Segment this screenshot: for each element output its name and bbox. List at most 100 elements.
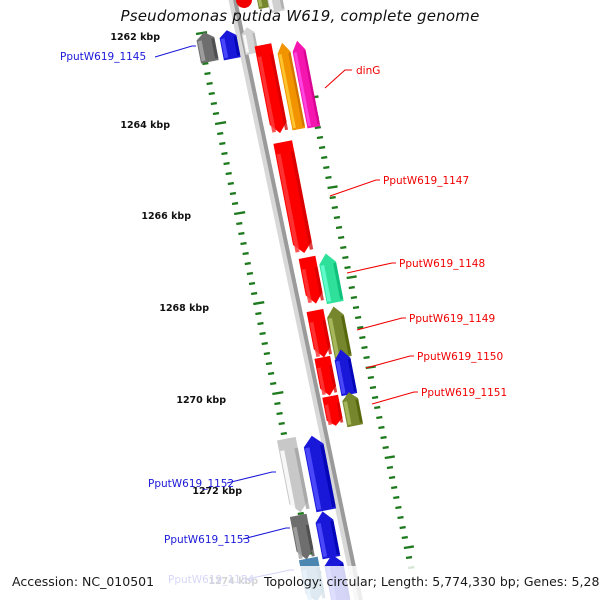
axis-minor-tick	[395, 505, 402, 510]
axis-minor-tick	[333, 215, 341, 220]
axis-minor-tick	[240, 241, 247, 246]
axis-minor-tick	[348, 285, 355, 290]
gene-1148-green-body	[319, 253, 344, 305]
gene-1149-olive-body	[327, 306, 352, 360]
axis-minor-tick	[357, 325, 364, 330]
gene-dinG-magenta[interactable]	[291, 40, 321, 129]
axis-minor-tick	[248, 281, 256, 286]
gene-1150-blue-highlight	[335, 360, 346, 394]
gene-top-lightgray[interactable]	[266, 0, 285, 14]
gene-1150-blue-shadow	[347, 358, 357, 392]
gene-dinG-magenta-shadow	[303, 50, 320, 125]
gene-label-dinG[interactable]: dinG	[356, 65, 380, 77]
axis-minor-tick	[255, 311, 262, 316]
axis-minor-tick	[393, 495, 400, 500]
leader-line-PputW619_1151	[371, 391, 418, 405]
axis-minor-tick	[363, 355, 370, 360]
gene-1145b-blue[interactable]	[218, 29, 241, 61]
axis-minor-tick	[359, 335, 366, 340]
gene-1152-blue-body	[303, 435, 337, 513]
axis-minor-tick	[316, 135, 324, 140]
axis-minor-tick	[399, 525, 406, 530]
gene-1148-red[interactable]	[298, 255, 325, 305]
gene-1148-red-shadow	[314, 266, 324, 301]
gene-1150-blue[interactable]	[333, 348, 358, 397]
gene-dinG-red[interactable]	[254, 43, 289, 135]
gene-label-PputW619_1152[interactable]: PputW619_1152	[148, 478, 234, 490]
gene-1151-red-highlight	[324, 404, 333, 426]
gene-1153-gray[interactable]	[289, 513, 315, 561]
gene-1151-red-shadow	[336, 402, 344, 423]
leader-line-PputW619_1153	[242, 527, 290, 540]
axis-minor-tick	[280, 431, 287, 436]
axis-major-tick	[195, 31, 208, 36]
gene-label-PputW619_1153[interactable]: PputW619_1153	[164, 534, 250, 546]
gene-1153-gray-highlight	[292, 526, 303, 560]
gene-label-PputW619_1150[interactable]: PputW619_1150	[417, 351, 503, 363]
genome-details-label: Topology: circular; Length: 5,774,330 bp…	[263, 574, 600, 589]
gene-1145c-lgray[interactable]	[241, 26, 259, 55]
status-bar-background	[0, 566, 600, 600]
axis-minor-tick	[325, 175, 332, 180]
axis-minor-tick	[297, 511, 304, 516]
axis-minor-tick	[388, 475, 396, 480]
gene-1152-lightgray[interactable]	[277, 436, 310, 514]
axis-minor-tick	[261, 341, 268, 346]
gene-1153-gray-shadow	[305, 524, 315, 557]
gene-label-PputW619_1149[interactable]: PputW619_1149	[409, 313, 495, 325]
gene-label-PputW619_1145[interactable]: PputW619_1145	[60, 51, 146, 63]
gene-top-circle-red[interactable]	[235, 0, 254, 9]
axis-minor-tick	[371, 395, 379, 400]
gene-1145-gray[interactable]	[195, 31, 219, 64]
gene-dinG-orange-highlight	[278, 54, 296, 129]
gene-label-PputW619_1147[interactable]: PputW619_1147	[383, 175, 469, 187]
axis-minor-tick	[244, 261, 251, 266]
axis-tick-label: 1262 kbp	[110, 32, 160, 43]
gene-1151-red[interactable]	[322, 394, 344, 428]
gene-1149-red-highlight	[309, 321, 321, 358]
gene-top-circle-red-body	[236, 0, 252, 8]
gene-1148-green[interactable]	[317, 252, 344, 305]
axis-minor-tick	[263, 351, 271, 356]
axis-minor-tick	[405, 555, 413, 560]
axis-minor-tick	[354, 315, 362, 320]
gene-dinG-red-highlight	[257, 56, 277, 133]
backbone-line	[233, 0, 363, 600]
gene-1150-red-highlight	[317, 367, 326, 396]
gene-label-PputW619_1151[interactable]: PputW619_1151	[421, 387, 507, 399]
leader-line-PputW619_1152	[226, 471, 276, 484]
axis-minor-tick	[390, 485, 398, 490]
gene-label-PputW619_1148[interactable]: PputW619_1148	[399, 258, 485, 270]
axis-minor-tick	[238, 231, 245, 236]
axis-major-tick	[327, 185, 338, 190]
gene-glyphs[interactable]	[195, 0, 364, 600]
gene-1147-red[interactable]	[273, 140, 314, 255]
gene-1145-gray-shadow	[211, 38, 219, 59]
gene-1145c-lgray-highlight	[242, 34, 250, 53]
axis-minor-tick	[314, 125, 322, 130]
gene-1148-red-highlight	[301, 268, 312, 304]
gene-1150-red[interactable]	[314, 355, 338, 397]
axis-minor-tick	[276, 411, 283, 416]
gene-1151-olive[interactable]	[341, 391, 364, 428]
axis-minor-tick	[259, 331, 266, 336]
gene-1148-green-highlight	[320, 264, 332, 303]
genome-backbone	[228, 0, 363, 600]
axis-minor-tick	[367, 375, 375, 380]
axis-minor-tick	[369, 385, 377, 390]
axis-minor-tick	[397, 515, 404, 520]
gene-1153-blue[interactable]	[314, 510, 341, 560]
gene-1149-olive[interactable]	[325, 305, 352, 360]
gene-1145-gray-highlight	[197, 40, 206, 62]
gene-dinG-magenta-body	[292, 40, 321, 129]
axis-minor-tick	[210, 101, 218, 106]
gene-1149-red[interactable]	[306, 308, 333, 359]
gene-1149-olive-shadow	[340, 315, 352, 355]
gene-dinG-orange[interactable]	[276, 42, 306, 131]
gene-1152-blue[interactable]	[302, 434, 337, 513]
gene-1149-olive-highlight	[328, 317, 340, 357]
axis-minor-tick	[257, 321, 264, 326]
axis-minor-tick	[376, 415, 383, 420]
leader-line-PputW619_1145	[154, 45, 196, 58]
